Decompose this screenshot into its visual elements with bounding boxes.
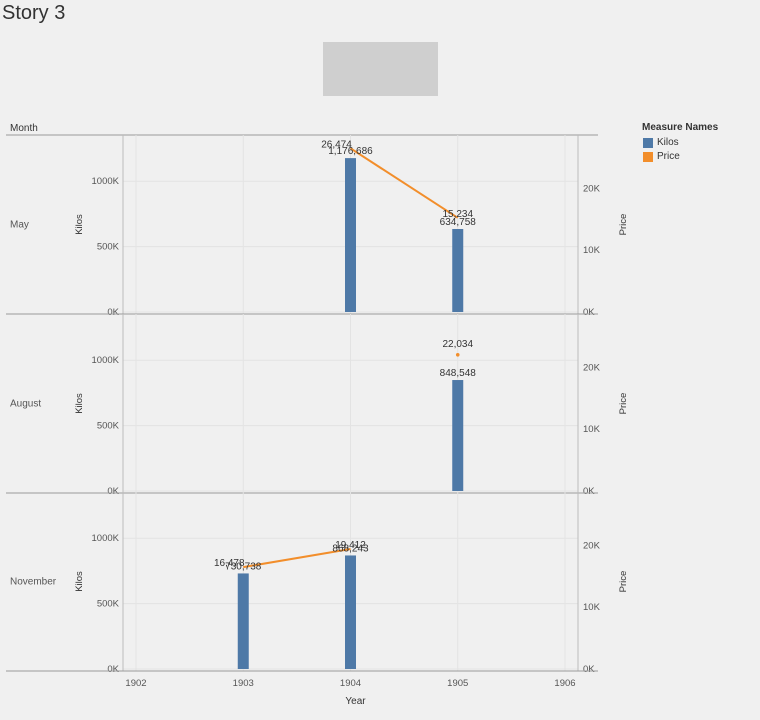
price-label-may-1905: 15,234: [442, 209, 473, 220]
left-tick-label-august-1: 500K: [97, 421, 120, 432]
legend-title: Measure Names: [642, 122, 719, 133]
legend-item-kilos[interactable]: Kilos: [643, 137, 718, 148]
kilos-bar-november-1904: [345, 555, 356, 669]
legend-item-price[interactable]: Price: [643, 151, 718, 162]
right-tick-label-august-0: 0K: [583, 486, 595, 497]
price-label-november-1903: 16,478: [214, 558, 245, 569]
kilos-bar-may-1905: [452, 228, 464, 312]
x-tick-label-1904: 1904: [340, 678, 361, 689]
x-tick-label-1903: 1903: [233, 678, 254, 689]
right-tick-label-august-1: 10K: [583, 424, 601, 435]
left-tick-label-november-2: 1000K: [92, 533, 120, 544]
legend-swatch-kilos: [643, 137, 653, 148]
right-tick-label-november-1: 10K: [583, 602, 601, 613]
kilos-bar-august-1905: [452, 380, 464, 491]
right-tick-label-august-2: 20K: [583, 362, 601, 373]
row-header: Month: [10, 123, 38, 134]
x-axis-title: Year: [345, 696, 366, 707]
right-tick-label-may-2: 20K: [583, 183, 601, 194]
legend-label-price: Price: [657, 151, 680, 162]
left-tick-label-november-0: 0K: [107, 664, 119, 675]
x-tick-label-1906: 1906: [554, 678, 575, 689]
price-point-august-1905: [455, 352, 460, 357]
kilos-label-november-1904: 868,243: [332, 543, 369, 554]
price-label-august-1905: 22,034: [442, 339, 473, 350]
month-label-may: May: [10, 220, 29, 231]
kilos-bar-november-1903: [237, 573, 249, 669]
right-axis-title-august: Price: [618, 393, 629, 415]
month-label-november: November: [10, 577, 57, 588]
x-tick-label-1905: 1905: [447, 678, 468, 689]
price-label-november-1904: 19,412: [335, 540, 366, 551]
right-tick-label-may-1: 10K: [583, 245, 601, 256]
left-tick-label-august-2: 1000K: [92, 355, 120, 366]
x-tick-label-1902: 1902: [125, 678, 146, 689]
left-tick-label-may-2: 1000K: [92, 176, 120, 187]
right-axis-title-may: Price: [618, 214, 629, 236]
kilos-label-may-1905: 634,758: [440, 217, 477, 228]
price-line-november: [243, 548, 351, 569]
legend-swatch-price: [643, 151, 653, 162]
right-axis-title-november: Price: [618, 571, 629, 593]
left-axis-title-may: Kilos: [74, 214, 85, 235]
story-title: Story 3: [2, 2, 66, 24]
kilos-label-november-1903: 730,738: [225, 561, 262, 572]
story-navigator-placeholder[interactable]: [323, 42, 438, 96]
kilos-label-august-1905: 848,548: [440, 368, 477, 379]
legend-label-kilos: Kilos: [657, 137, 679, 148]
price-label-may-1904: 26,474: [321, 139, 352, 150]
left-axis-title-november: Kilos: [74, 571, 85, 592]
kilos-label-may-1904: 1,176,686: [328, 146, 373, 157]
left-tick-label-november-1: 500K: [97, 599, 120, 610]
right-tick-label-november-2: 20K: [583, 540, 601, 551]
legend: Measure Names Kilos Price: [642, 122, 718, 165]
left-axis-title-august: Kilos: [74, 393, 85, 414]
left-tick-label-may-1: 500K: [97, 242, 120, 253]
left-tick-label-august-0: 0K: [107, 486, 119, 497]
left-tick-label-may-0: 0K: [107, 307, 119, 318]
right-tick-label-may-0: 0K: [583, 307, 595, 318]
kilos-bar-may-1904: [345, 158, 356, 312]
right-tick-label-november-0: 0K: [583, 664, 595, 675]
price-line-may: [349, 147, 459, 219]
month-label-august: August: [10, 399, 41, 410]
